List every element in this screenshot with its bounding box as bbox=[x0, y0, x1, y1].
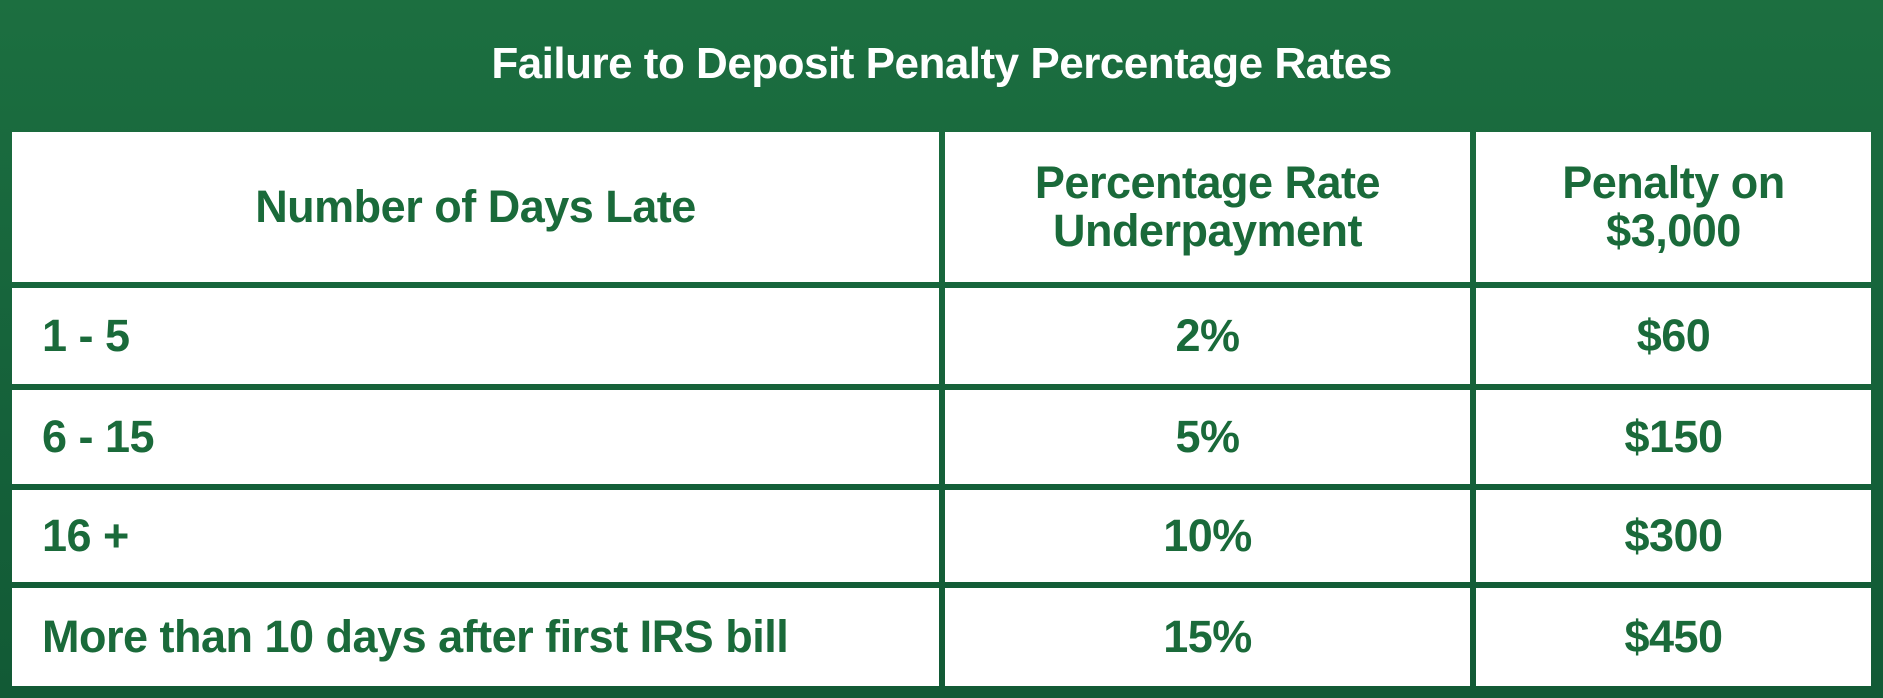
row-1-days: 1 - 5 bbox=[12, 288, 939, 384]
header-days-late: Number of Days Late bbox=[12, 132, 939, 282]
title-bar: Failure to Deposit Penalty Percentage Ra… bbox=[0, 0, 1883, 132]
table-title: Failure to Deposit Penalty Percentage Ra… bbox=[491, 39, 1392, 88]
row-2-rate-text: 5% bbox=[1175, 411, 1240, 462]
row-4-days-text: More than 10 days after first IRS bill bbox=[42, 611, 789, 662]
row-2-rate: 5% bbox=[945, 390, 1470, 484]
row-2-penalty-text: $150 bbox=[1624, 411, 1723, 462]
header-percentage-rate: Percentage Rate Underpayment bbox=[945, 132, 1470, 282]
row-4-penalty-text: $450 bbox=[1624, 611, 1723, 662]
row-3-days: 16 + bbox=[12, 490, 939, 582]
row-4-rate: 15% bbox=[945, 588, 1470, 686]
row-1-penalty: $60 bbox=[1476, 288, 1871, 384]
header-penalty-line2: $3,000 bbox=[1606, 205, 1741, 256]
row-3-penalty: $300 bbox=[1476, 490, 1871, 582]
row-1-penalty-text: $60 bbox=[1636, 310, 1711, 361]
row-3-rate: 10% bbox=[945, 490, 1470, 582]
row-1-rate: 2% bbox=[945, 288, 1470, 384]
row-1-days-text: 1 - 5 bbox=[42, 310, 130, 361]
penalty-rates-table: Number of Days Late Percentage Rate Unde… bbox=[12, 132, 1871, 686]
row-2-days-text: 6 - 15 bbox=[42, 411, 155, 462]
row-2-penalty: $150 bbox=[1476, 390, 1871, 484]
row-1-rate-text: 2% bbox=[1175, 310, 1240, 361]
row-4-rate-text: 15% bbox=[1163, 611, 1252, 662]
header-penalty-line1: Penalty on bbox=[1562, 157, 1785, 208]
row-3-rate-text: 10% bbox=[1163, 510, 1252, 561]
row-4-penalty: $450 bbox=[1476, 588, 1871, 686]
row-3-penalty-text: $300 bbox=[1624, 510, 1723, 561]
header-percentage-rate-line2: Underpayment bbox=[1052, 205, 1363, 256]
row-3-days-text: 16 + bbox=[42, 510, 129, 561]
row-2-days: 6 - 15 bbox=[12, 390, 939, 484]
header-percentage-rate-line1: Percentage Rate bbox=[1034, 157, 1381, 208]
row-4-days: More than 10 days after first IRS bill bbox=[12, 588, 939, 686]
header-days-late-label: Number of Days Late bbox=[255, 181, 696, 232]
header-penalty: Penalty on $3,000 bbox=[1476, 132, 1871, 282]
